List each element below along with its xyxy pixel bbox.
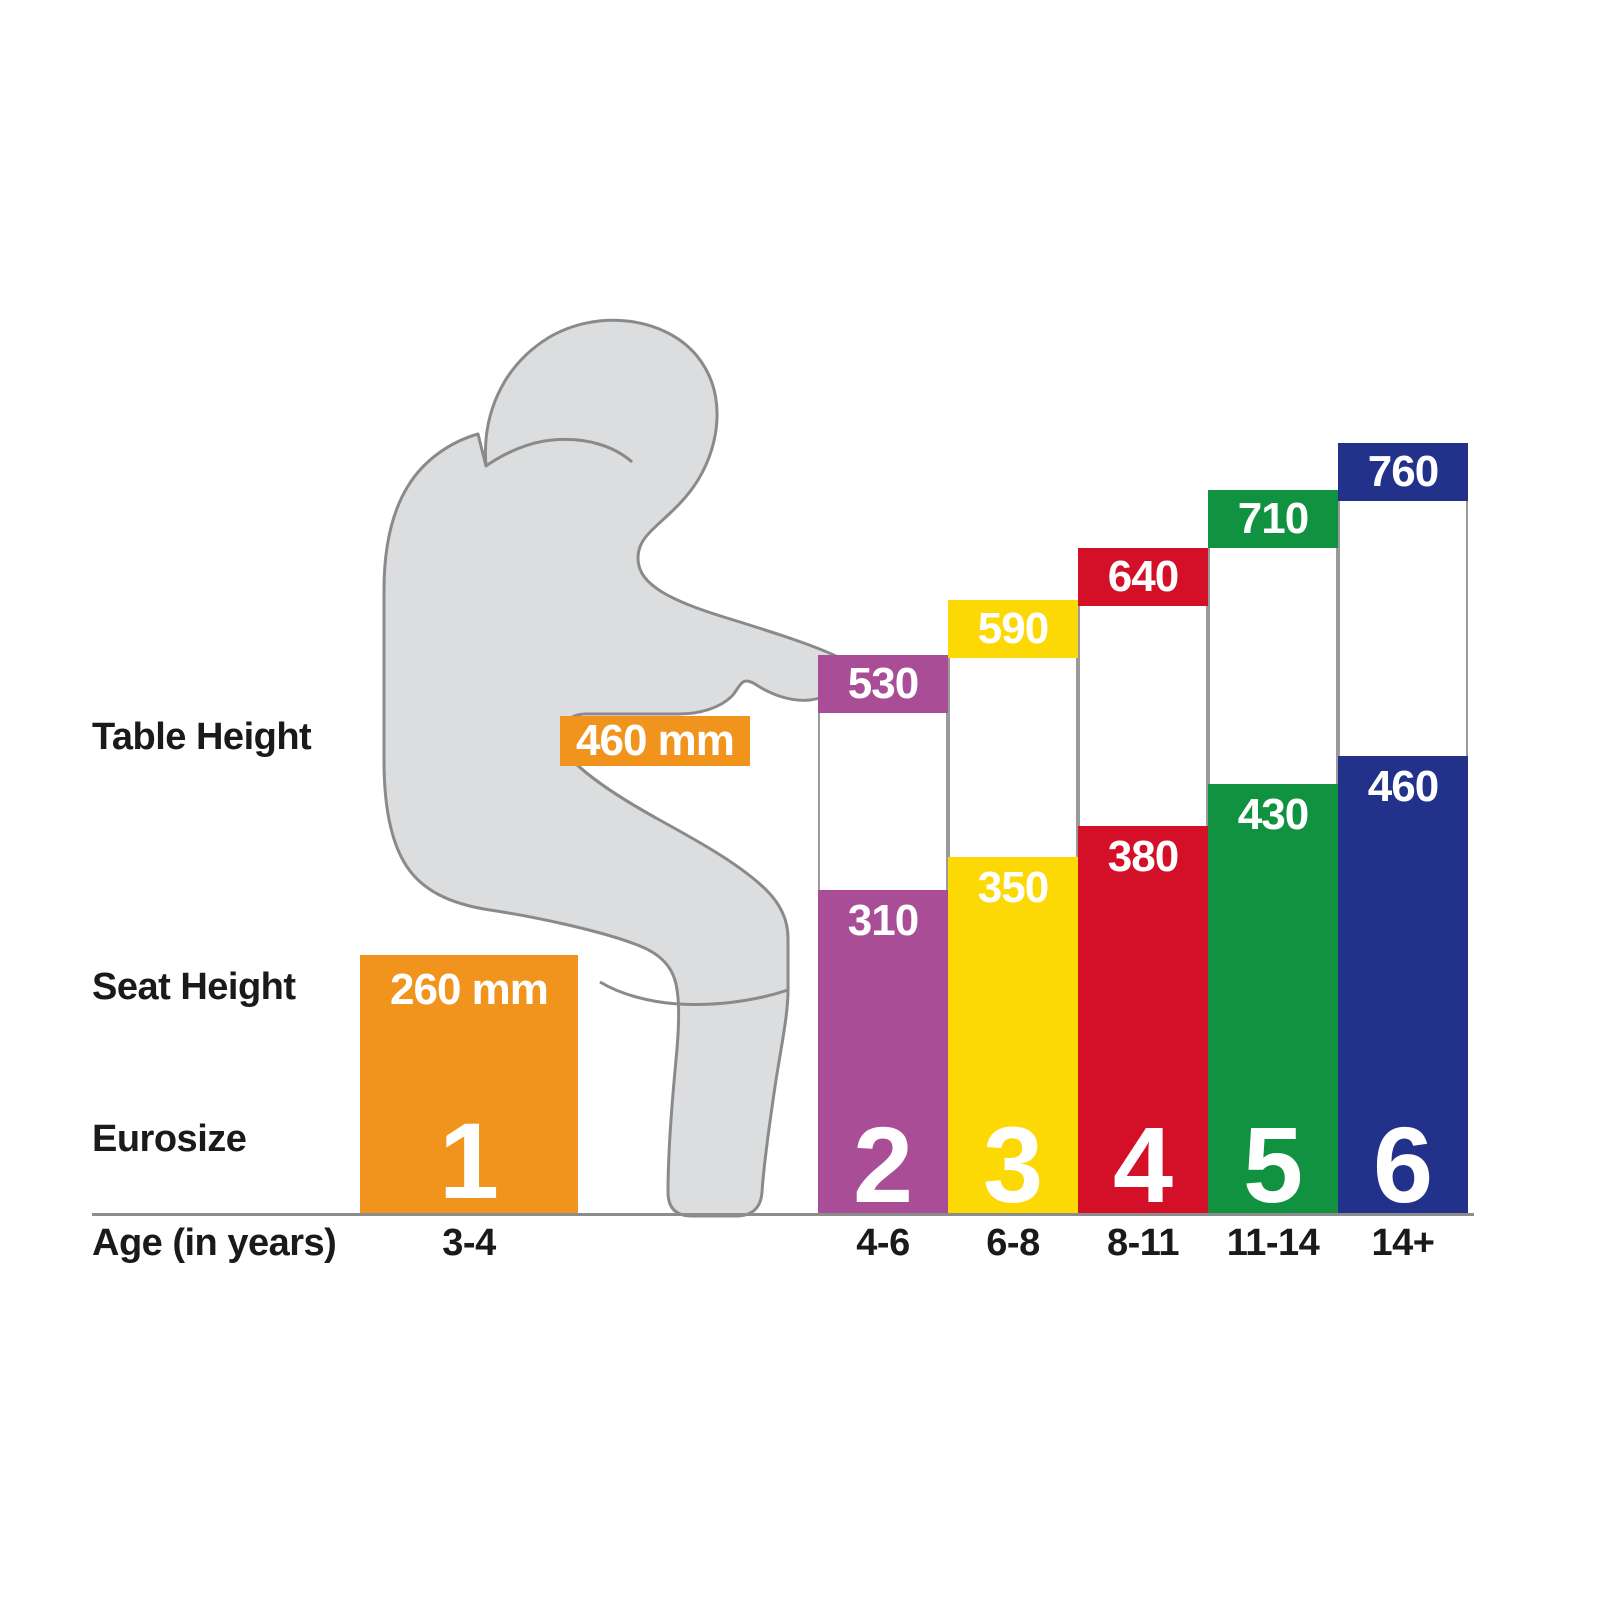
row-label-seat-height: Seat Height (92, 966, 296, 1008)
seat-height-value-2: 310 (847, 896, 919, 945)
eurosize-number-5: 5 (1242, 1104, 1304, 1225)
row-label-age: Age (in years) (92, 1222, 337, 1264)
row-label-table-height: Table Height (92, 716, 312, 758)
row-label-eurosize: Eurosize (92, 1118, 247, 1160)
seat-height-value-1: 260 mm (390, 965, 549, 1014)
seat-height-block-5: 430 5 (1208, 784, 1338, 1219)
seat-height-block-2: 310 2 (818, 890, 948, 1219)
eurosize-number-4: 4 (1112, 1104, 1174, 1225)
age-tick-3: 6-8 (986, 1222, 1040, 1264)
seat-height-block-4: 380 4 (1078, 826, 1208, 1219)
age-tick-5: 11-14 (1226, 1222, 1320, 1264)
age-tick-2: 4-6 (856, 1222, 910, 1264)
table-height-band-6: 760 (1338, 443, 1468, 501)
seat-height-value-5: 430 (1237, 790, 1309, 839)
bar-eurosize-1[interactable]: 260 mm 1 (360, 955, 578, 1221)
seat-height-block-6: 460 6 (1338, 756, 1468, 1219)
eurosize-number-1: 1 (438, 1100, 500, 1221)
seat-height-value-3: 350 (977, 863, 1049, 912)
table-height-band-5: 710 (1208, 490, 1338, 548)
seat-height-value-6: 460 (1367, 762, 1439, 811)
eurosize-number-2: 2 (852, 1104, 914, 1225)
table-height-callout-1: 460 mm (560, 716, 750, 766)
age-tick-1: 3-4 (442, 1222, 496, 1264)
baseline-axis (92, 1213, 1474, 1216)
age-tick-6: 14+ (1371, 1222, 1435, 1264)
seat-height-value-4: 380 (1107, 832, 1179, 881)
table-height-band-3: 590 (948, 600, 1078, 658)
table-height-band-4: 640 (1078, 548, 1208, 606)
eurosize-number-3: 3 (982, 1104, 1044, 1225)
age-tick-4: 8-11 (1107, 1222, 1179, 1264)
seat-height-block-3: 350 3 (948, 857, 1078, 1219)
eurosize-number-6: 6 (1372, 1104, 1434, 1225)
table-height-band-2: 530 (818, 655, 948, 713)
